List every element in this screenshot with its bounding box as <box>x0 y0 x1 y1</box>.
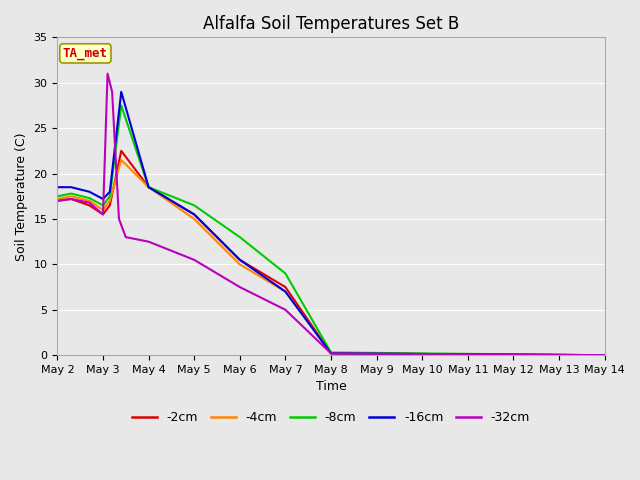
-16cm <box>106 189 114 194</box>
-8cm <box>236 234 244 240</box>
-8cm <box>282 271 289 276</box>
Line: -2cm: -2cm <box>58 151 605 355</box>
-4cm <box>145 184 152 190</box>
-16cm <box>99 196 107 202</box>
-4cm <box>236 262 244 267</box>
Title: Alfalfa Soil Temperatures Set B: Alfalfa Soil Temperatures Set B <box>203 15 459 33</box>
-8cm <box>86 195 93 201</box>
-2cm <box>601 352 609 358</box>
-8cm <box>106 193 114 199</box>
-16cm <box>236 257 244 263</box>
-2cm <box>117 148 125 154</box>
-32cm <box>282 307 289 312</box>
-2cm <box>327 350 335 356</box>
-32cm <box>104 71 111 76</box>
-2cm <box>54 198 61 204</box>
Line: -16cm: -16cm <box>58 92 605 355</box>
-2cm <box>86 203 93 208</box>
Text: TA_met: TA_met <box>63 47 108 60</box>
-32cm <box>54 198 61 204</box>
-32cm <box>145 239 152 245</box>
Line: -32cm: -32cm <box>58 73 605 355</box>
-16cm <box>601 352 609 358</box>
-16cm <box>190 212 198 217</box>
-2cm <box>190 212 198 217</box>
-8cm <box>99 203 107 208</box>
-32cm <box>67 196 75 202</box>
-2cm <box>236 257 244 263</box>
Y-axis label: Soil Temperature (C): Soil Temperature (C) <box>15 132 28 261</box>
-32cm <box>122 234 130 240</box>
-16cm <box>117 89 125 95</box>
Line: -4cm: -4cm <box>58 160 605 355</box>
-32cm <box>190 257 198 263</box>
-4cm <box>327 350 335 356</box>
-8cm <box>67 191 75 196</box>
-32cm <box>236 284 244 290</box>
-32cm <box>86 200 93 205</box>
-2cm <box>145 184 152 190</box>
-32cm <box>601 352 609 358</box>
Line: -8cm: -8cm <box>58 106 605 355</box>
-8cm <box>601 352 609 358</box>
-4cm <box>99 207 107 213</box>
-4cm <box>282 289 289 295</box>
-16cm <box>54 184 61 190</box>
-16cm <box>327 350 335 356</box>
-2cm <box>99 212 107 217</box>
-16cm <box>282 289 289 295</box>
Legend: -2cm, -4cm, -8cm, -16cm, -32cm: -2cm, -4cm, -8cm, -16cm, -32cm <box>127 406 535 429</box>
-4cm <box>86 198 93 204</box>
-4cm <box>190 216 198 222</box>
X-axis label: Time: Time <box>316 381 346 394</box>
-32cm <box>327 350 335 356</box>
-8cm <box>117 103 125 108</box>
-16cm <box>86 189 93 194</box>
-8cm <box>327 349 335 355</box>
-4cm <box>106 198 114 204</box>
-32cm <box>108 89 116 95</box>
-2cm <box>67 196 75 202</box>
-4cm <box>54 196 61 202</box>
-2cm <box>106 203 114 208</box>
-4cm <box>601 352 609 358</box>
-32cm <box>99 212 107 217</box>
-16cm <box>67 184 75 190</box>
-16cm <box>145 184 152 190</box>
-32cm <box>115 216 123 222</box>
-8cm <box>54 193 61 199</box>
-2cm <box>282 284 289 290</box>
-8cm <box>145 184 152 190</box>
-8cm <box>190 203 198 208</box>
-4cm <box>117 157 125 163</box>
-4cm <box>67 193 75 199</box>
